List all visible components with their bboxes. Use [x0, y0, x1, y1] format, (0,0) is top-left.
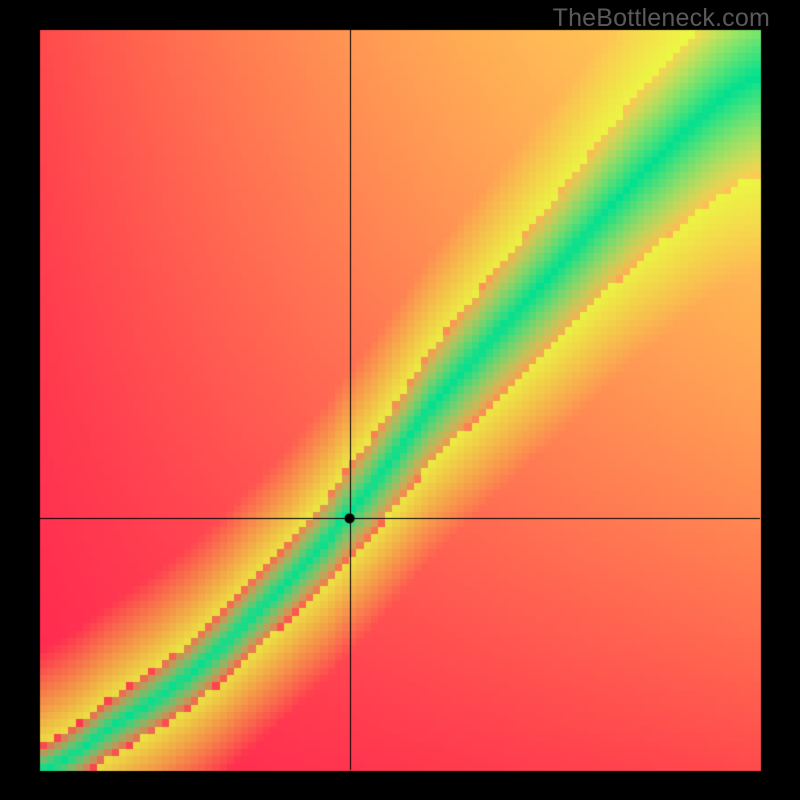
heatmap-canvas: [0, 0, 800, 800]
chart-container: TheBottleneck.com: [0, 0, 800, 800]
watermark-label: TheBottleneck.com: [553, 4, 770, 33]
